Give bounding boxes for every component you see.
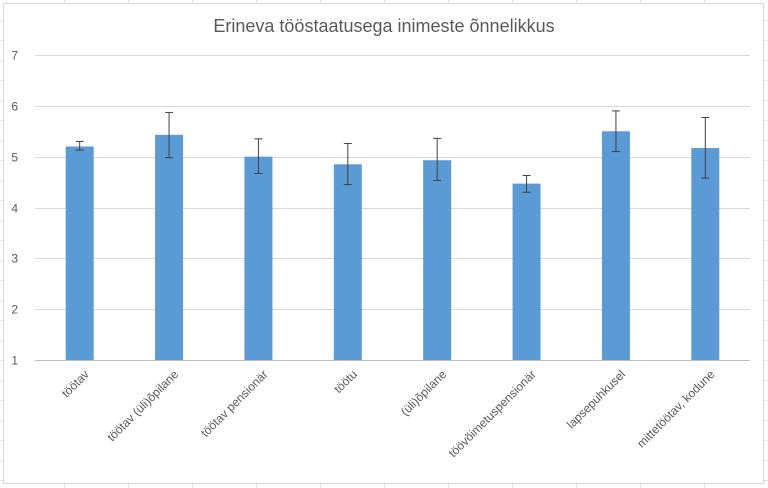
bar bbox=[512, 183, 541, 360]
x-tick-label: töötu bbox=[331, 367, 360, 396]
bar bbox=[155, 134, 184, 360]
y-tick-label: 4 bbox=[11, 202, 18, 216]
chart-title: Erineva tööstaatusega inimeste õnnelikku… bbox=[213, 16, 555, 36]
bar bbox=[601, 131, 630, 360]
x-tick-label: lapsepuhkusel bbox=[564, 367, 628, 431]
y-tick-label: 3 bbox=[11, 252, 18, 266]
y-tick-label: 6 bbox=[11, 100, 18, 114]
x-tick-label: (üli)õpilane bbox=[398, 367, 450, 419]
y-tick-label: 2 bbox=[11, 303, 18, 317]
x-tick-label: mittetöötav, kodune bbox=[634, 367, 718, 451]
bar bbox=[333, 164, 362, 360]
bar bbox=[691, 148, 720, 360]
y-tick-label: 1 bbox=[11, 354, 18, 368]
bar bbox=[423, 160, 452, 360]
bar bbox=[244, 156, 273, 360]
y-tick-label: 7 bbox=[11, 49, 18, 63]
x-tick-label: töötav bbox=[59, 367, 92, 400]
y-tick-label: 5 bbox=[11, 151, 18, 165]
chart-area[interactable] bbox=[3, 3, 764, 484]
x-tick-label: töövõimetuspensionär bbox=[446, 367, 539, 460]
bar bbox=[65, 146, 94, 360]
x-tick-label: töötav (üli)õpilane bbox=[104, 367, 181, 444]
x-tick-label: töötav pensionär bbox=[198, 367, 271, 440]
